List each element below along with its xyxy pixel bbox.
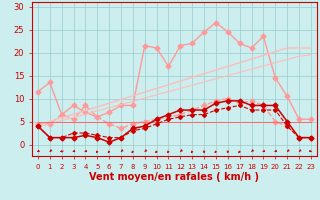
X-axis label: Vent moyen/en rafales ( km/h ): Vent moyen/en rafales ( km/h ) bbox=[89, 172, 260, 182]
